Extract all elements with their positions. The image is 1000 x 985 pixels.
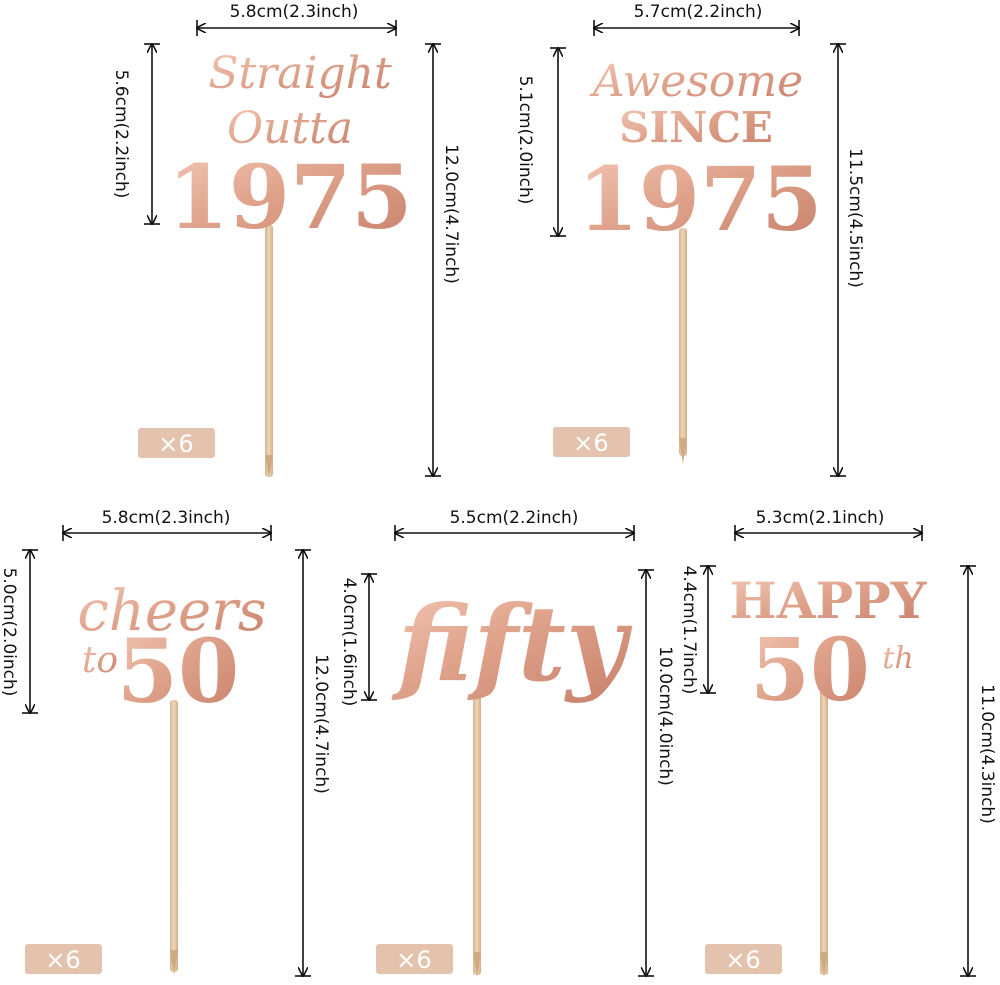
toothpick-tip	[265, 455, 273, 477]
topper-text-line-3: 1975	[578, 147, 823, 251]
quantity-badge	[376, 944, 453, 974]
total-height-label: 10.0cm(4.0inch)	[655, 646, 675, 786]
topper-text-line-1: Awesome	[589, 56, 803, 107]
quantity-label: ×6	[573, 429, 608, 457]
topper-text-line-3: 50	[117, 619, 239, 723]
total-height-label: 11.5cm(4.5inch)	[845, 148, 865, 288]
total-height-label: 11.0cm(4.3inch)	[977, 684, 997, 824]
head-height-label: 5.6cm(2.2inch)	[111, 70, 131, 199]
toothpick-tip	[679, 438, 687, 464]
topper-text-line-2: 50	[750, 620, 870, 721]
head-height-label: 4.0cm(1.6inch)	[339, 578, 359, 707]
toothpick-tip	[473, 952, 481, 977]
quantity-badge	[705, 944, 782, 974]
topper-text-line-1: cheers	[77, 579, 266, 644]
toothpick-stick	[820, 690, 828, 975]
toothpick-stick	[265, 225, 273, 477]
width-label: 5.8cm(2.3inch)	[102, 508, 231, 528]
topper-text-line-2: to	[82, 640, 118, 681]
topper-straight-outta-1975: Straight Outta 1975 5.8cm(2.3inch) 5.6cm…	[111, 2, 461, 477]
width-label: 5.3cm(2.1inch)	[756, 508, 885, 528]
toothpick-stick	[473, 690, 481, 975]
width-label: 5.8cm(2.3inch)	[230, 2, 359, 22]
head-height-label: 4.4cm(1.7inch)	[679, 566, 699, 695]
head-height-label: 5.1cm(2.0inch)	[515, 76, 535, 205]
topper-text-line-2: Outta	[227, 103, 353, 154]
width-label: 5.5cm(2.2inch)	[450, 508, 579, 528]
toothpick-tip	[170, 950, 178, 975]
toothpick-stick	[679, 228, 687, 456]
quantity-badge	[553, 427, 630, 457]
quantity-badge	[25, 944, 102, 974]
topper-text-line-1: HAPPY	[730, 571, 928, 630]
topper-text-line-3: 1975	[168, 145, 413, 249]
topper-text-line-1: fifty	[391, 582, 633, 705]
topper-text-line-3: th	[882, 641, 913, 676]
toothpick-stick	[170, 700, 178, 972]
head-height-label: 5.0cm(2.0inch)	[0, 568, 19, 697]
topper-fifty: fifty 5.5cm(2.2inch) 4.0cm(1.6inch) 10.0…	[339, 508, 675, 977]
width-label: 5.7cm(2.2inch)	[634, 2, 763, 22]
toothpick-tip	[820, 952, 828, 977]
topper-cheers-to-50: cheers to 50 5.8cm(2.3inch) 5.0cm(2.0inc…	[0, 508, 331, 976]
total-height-label: 12.0cm(4.7inch)	[311, 654, 331, 794]
quantity-badge	[138, 428, 215, 458]
total-height-label: 12.0cm(4.7inch)	[441, 144, 461, 284]
quantity-label: ×6	[45, 946, 80, 974]
quantity-label: ×6	[725, 946, 760, 974]
topper-happy-50th: HAPPY 50 th 5.3cm(2.1inch) 4.4cm(1.7inch…	[679, 508, 997, 977]
quantity-label: ×6	[158, 430, 193, 458]
topper-text-line-2: SINCE	[619, 103, 773, 152]
topper-text-line-1: Straight	[208, 48, 392, 99]
quantity-label: ×6	[396, 946, 431, 974]
topper-awesome-since-1975: Awesome SINCE 1975 5.7cm(2.2inch) 5.1cm(…	[515, 2, 865, 476]
